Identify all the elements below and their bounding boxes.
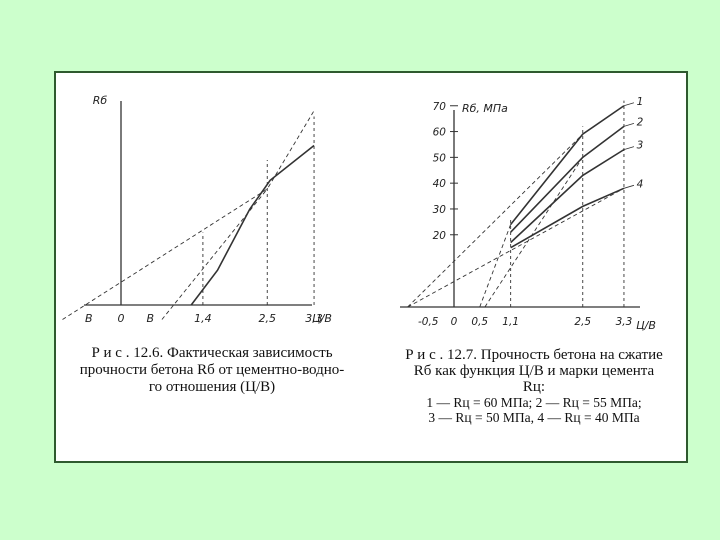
series-line	[62, 110, 315, 320]
figure-12-7-caption: Р и с . 12.7. Прочность бетона на сжатие…	[384, 347, 684, 425]
x-tick-label: 3,3	[616, 316, 633, 328]
x-tick-label: -0,5	[418, 316, 439, 328]
legend-line: 1 — Rц = 60 МПа; 2 — Rц = 55 МПа;	[426, 395, 642, 410]
caption-line: Rц:	[522, 379, 546, 395]
series-label: 2	[637, 116, 644, 128]
y-tick-label: 20	[433, 230, 447, 242]
series-line	[510, 187, 625, 249]
series-label: 1	[637, 96, 644, 108]
x-tick-label: 2,5	[574, 316, 591, 328]
x-tick-label: 0	[118, 312, 125, 325]
series-line	[161, 188, 268, 320]
y-tick-label: 30	[433, 204, 447, 216]
x-tick-label: 3,3	[305, 312, 323, 325]
extrapolation-line	[484, 157, 584, 308]
caption-line: го отношения (Ц/В)	[148, 379, 276, 395]
caption-line: Р и с . 12.6. Фактическая зависимость	[91, 345, 333, 361]
legend-line: 3 — Rц = 50 МПа, 4 — Rц = 40 МПа	[428, 410, 640, 425]
extrapolation-line	[479, 224, 512, 308]
extrapolation-line	[407, 187, 625, 308]
caption-line: прочности бетона Rб от цементно-водно-	[79, 362, 345, 378]
series-line	[510, 105, 625, 225]
extrapolation-line	[407, 133, 584, 308]
series-leader	[623, 184, 635, 189]
series-label: 4	[637, 178, 644, 190]
x-tick-label: 2,5	[259, 312, 277, 325]
caption-line: Rб как функция Ц/В и марки цемента	[413, 363, 655, 379]
y-tick-label: 50	[433, 152, 447, 164]
x-tick-label: 0	[451, 316, 458, 328]
x-tick-label: B	[146, 312, 154, 325]
series-line	[510, 148, 625, 244]
x-axis-label: Ц/В	[636, 319, 656, 332]
series-line	[510, 125, 625, 233]
y-tick-label: 60	[433, 127, 447, 139]
series-leader	[623, 146, 635, 151]
x-axis-label: Ц/В	[312, 312, 332, 325]
y-tick-label: 40	[433, 178, 447, 190]
figure-12-6-caption: Р и с . 12.6. Фактическая зависимость пр…	[62, 345, 362, 396]
x-tick-label: 1,4	[194, 312, 212, 325]
x-tick-label: 1,1	[502, 316, 519, 328]
series-line	[190, 144, 315, 306]
y-axis-label: Rб	[93, 94, 108, 107]
caption-line: Р и с . 12.7. Прочность бетона на сжатие	[405, 347, 663, 363]
y-axis-label: Rб, МПа	[462, 102, 508, 115]
y-tick-label: 70	[433, 101, 447, 113]
x-tick-label: 0,5	[471, 316, 488, 328]
series-label: 3	[637, 140, 644, 152]
x-tick-label: B	[85, 312, 93, 325]
series-leader	[623, 123, 635, 127]
series-leader	[623, 102, 635, 107]
